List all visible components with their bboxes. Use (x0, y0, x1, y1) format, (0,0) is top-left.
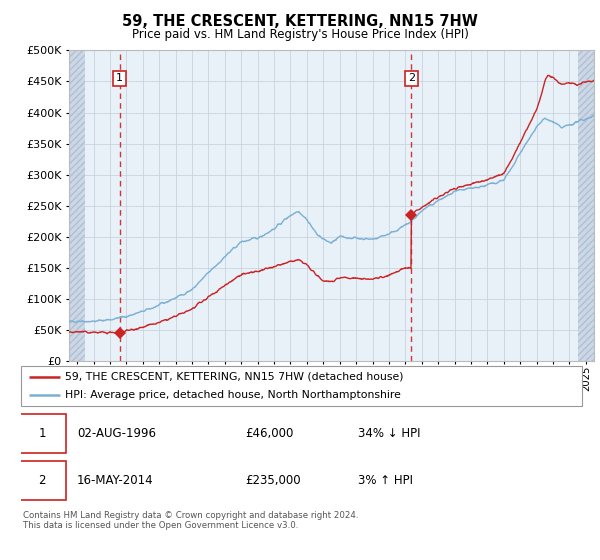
Text: 16-MAY-2014: 16-MAY-2014 (77, 474, 154, 487)
Text: 1: 1 (116, 73, 123, 83)
Text: £235,000: £235,000 (245, 474, 301, 487)
Bar (578, 50, 594, 361)
Text: 34% ↓ HPI: 34% ↓ HPI (358, 427, 420, 440)
Text: 1: 1 (38, 427, 46, 440)
FancyBboxPatch shape (18, 414, 66, 454)
Text: 59, THE CRESCENT, KETTERING, NN15 7HW (detached house): 59, THE CRESCENT, KETTERING, NN15 7HW (d… (65, 372, 403, 381)
Bar (69, 50, 85, 361)
Text: 3% ↑ HPI: 3% ↑ HPI (358, 474, 413, 487)
Text: 2: 2 (408, 73, 415, 83)
Text: 59, THE CRESCENT, KETTERING, NN15 7HW: 59, THE CRESCENT, KETTERING, NN15 7HW (122, 14, 478, 29)
Bar (578, 50, 594, 361)
FancyBboxPatch shape (18, 461, 66, 500)
Text: HPI: Average price, detached house, North Northamptonshire: HPI: Average price, detached house, Nort… (65, 390, 401, 400)
Text: £46,000: £46,000 (245, 427, 294, 440)
Text: 02-AUG-1996: 02-AUG-1996 (77, 427, 156, 440)
FancyBboxPatch shape (21, 366, 582, 406)
Bar (69, 50, 85, 361)
Text: Price paid vs. HM Land Registry's House Price Index (HPI): Price paid vs. HM Land Registry's House … (131, 28, 469, 41)
Text: 2: 2 (38, 474, 46, 487)
Text: Contains HM Land Registry data © Crown copyright and database right 2024.
This d: Contains HM Land Registry data © Crown c… (23, 511, 358, 530)
